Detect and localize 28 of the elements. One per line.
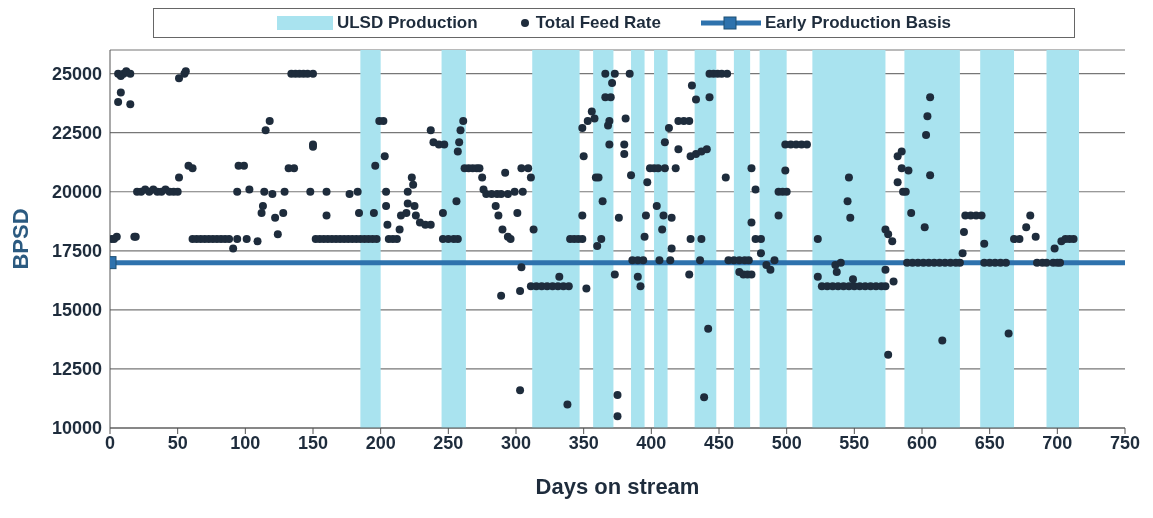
legend-label: ULSD Production (336, 13, 478, 33)
y-tick-label: 10000 (51, 418, 102, 439)
x-tick-label: 200 (365, 432, 396, 453)
legend-label: Total Feed Rate (535, 13, 661, 33)
y-tick-label: 20000 (51, 182, 102, 203)
x-tick-label: 550 (839, 432, 870, 453)
x-tick-label: 300 (500, 432, 532, 453)
x-axis-title: Days on stream (535, 474, 700, 499)
x-tick-label: 400 (636, 432, 667, 453)
y-tick-label: 22500 (51, 123, 102, 144)
x-tick-label: 700 (1042, 432, 1073, 453)
x-tick-label: 600 (906, 432, 938, 453)
x-tick-label: 50 (167, 432, 188, 453)
y-axis-title: BPSD (7, 208, 33, 270)
x-tick-label: 150 (297, 432, 329, 453)
y-tick-label: 15000 (51, 300, 102, 321)
y-tick-label: 25000 (51, 64, 102, 85)
x-tick-label: 750 (1109, 432, 1141, 453)
y-tick-label: 12500 (51, 359, 102, 380)
x-tick-label: 450 (703, 432, 735, 453)
x-tick-label: 500 (771, 432, 802, 453)
x-tick-label: 250 (433, 432, 464, 453)
x-tick-label: 0 (104, 432, 116, 453)
x-tick-label: 100 (230, 432, 261, 453)
x-tick-label: 350 (568, 432, 599, 453)
y-tick-label: 17500 (51, 241, 102, 262)
x-tick-label: 650 (974, 432, 1005, 453)
legend-label: Early Production Basis (764, 13, 952, 33)
